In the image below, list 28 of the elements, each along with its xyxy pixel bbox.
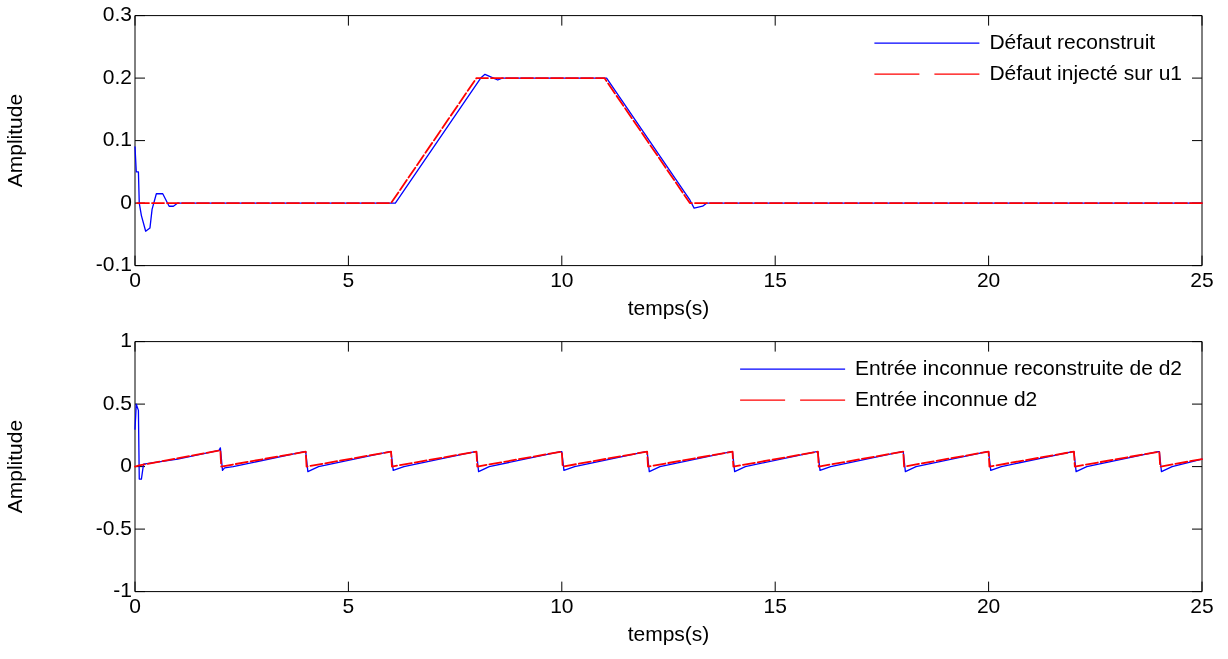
y-tick-label: 0.1: [102, 127, 132, 151]
x-tick-label: 20: [976, 594, 1001, 617]
x-tick-label: 25: [1190, 594, 1214, 617]
x-axis-title: temps(s): [627, 296, 710, 320]
y-tick-label: 0.3: [102, 2, 132, 26]
y-tick-label: 0.5: [102, 390, 132, 414]
x-tick-label: 5: [342, 594, 355, 617]
y-axis-title: Amplitude: [3, 93, 27, 188]
legend-label: Entrée inconnue reconstruite de d2: [855, 355, 1183, 379]
y-tick-label: 1: [120, 328, 132, 352]
x-tick-label: 10: [550, 268, 574, 291]
y-tick-label: -0.5: [95, 515, 132, 539]
x-tick-label: 20: [976, 268, 1001, 291]
y-tick-label: -0.1: [95, 252, 132, 276]
y-tick-label: 0: [120, 189, 132, 213]
x-tick-label: 10: [550, 594, 574, 617]
y-tick-label: 0: [120, 453, 132, 477]
y-tick-label: -1: [113, 578, 132, 602]
x-tick-label: 5: [342, 268, 355, 291]
legend-label: Défaut reconstruit: [989, 29, 1156, 53]
x-tick-label: 15: [763, 594, 787, 617]
y-tick-label: 0.2: [102, 64, 132, 88]
x-tick-label: 15: [763, 268, 787, 291]
x-axis-title: temps(s): [627, 622, 710, 646]
x-tick-label: 25: [1190, 268, 1214, 291]
legend-label: Défaut injecté sur u1: [989, 60, 1182, 84]
y-axis-title: Amplitude: [3, 419, 27, 514]
legend-label: Entrée inconnue d2: [855, 386, 1038, 410]
